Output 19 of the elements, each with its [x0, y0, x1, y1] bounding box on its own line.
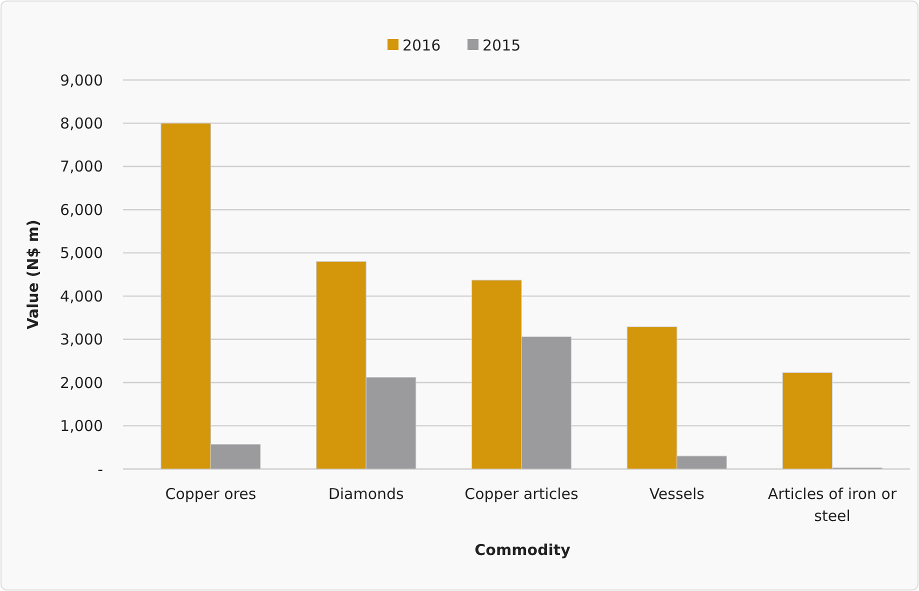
- x-tick-label: Vessels: [649, 485, 705, 503]
- x-tick-label: Articles of iron or steel: [768, 485, 898, 525]
- y-tick-label: 5,000: [60, 244, 103, 262]
- y-tick-label: 3,000: [60, 330, 103, 349]
- y-tick-label: 6,000: [60, 200, 103, 219]
- y-tick-label: -: [98, 460, 103, 478]
- x-axis-title: Commodity: [474, 541, 571, 559]
- y-tick-label: 8,000: [60, 114, 103, 132]
- y-tick-label: 7,000: [60, 158, 103, 176]
- x-tick-label: Diamonds: [328, 485, 404, 503]
- x-tick-label: Copper ores: [165, 485, 256, 503]
- y-tick-label: 1,000: [60, 417, 103, 436]
- legend-label: 2015: [482, 36, 521, 54]
- y-axis-title: Value (N$ m): [24, 220, 42, 330]
- x-tick-label: Copper articles: [464, 485, 579, 503]
- y-tick-label: 4,000: [60, 287, 103, 306]
- y-tick-label: 2,000: [60, 374, 103, 392]
- y-tick-label: 9,000: [60, 71, 103, 90]
- legend-label: 2016: [402, 36, 441, 54]
